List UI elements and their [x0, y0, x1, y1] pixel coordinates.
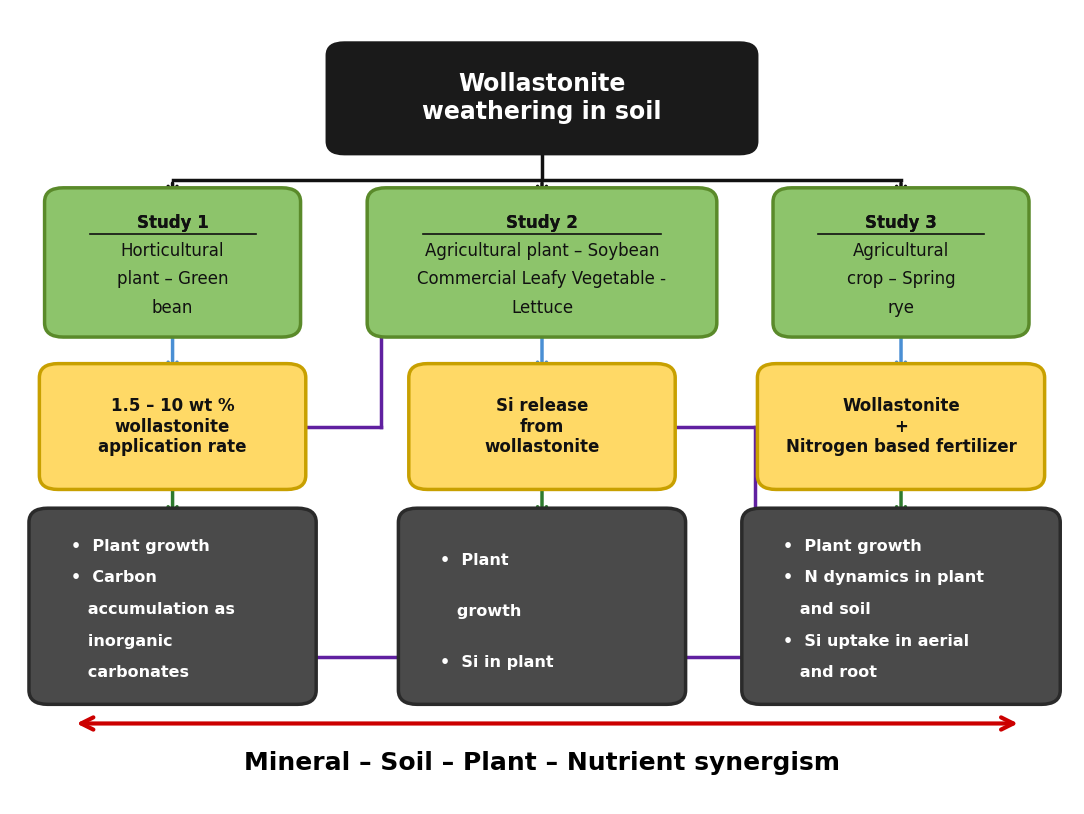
Text: Study 2: Study 2 — [506, 214, 578, 232]
FancyBboxPatch shape — [399, 508, 685, 704]
FancyBboxPatch shape — [367, 188, 717, 337]
Text: Wollastonite
+
Nitrogen based fertilizer: Wollastonite + Nitrogen based fertilizer — [786, 396, 1017, 457]
Text: Agricultural: Agricultural — [853, 243, 950, 260]
Text: •  Si in plant: • Si in plant — [440, 654, 554, 670]
Text: carbonates: carbonates — [70, 665, 189, 681]
Text: inorganic: inorganic — [70, 633, 172, 649]
Text: Si release
from
wollastonite: Si release from wollastonite — [485, 396, 599, 457]
Text: bean: bean — [152, 299, 193, 317]
FancyBboxPatch shape — [758, 364, 1045, 489]
Text: 1.5 – 10 wt %
wollastonite
application rate: 1.5 – 10 wt % wollastonite application r… — [99, 396, 247, 457]
Text: plant – Green: plant – Green — [117, 270, 229, 288]
Text: •  Plant growth: • Plant growth — [784, 539, 922, 554]
FancyBboxPatch shape — [773, 188, 1029, 337]
Text: Study 1: Study 1 — [137, 214, 208, 232]
Text: •  Si uptake in aerial: • Si uptake in aerial — [784, 633, 969, 649]
Text: Study 3: Study 3 — [865, 214, 937, 232]
Text: Horticultural: Horticultural — [120, 243, 224, 260]
Text: Study 2: Study 2 — [506, 214, 578, 232]
FancyBboxPatch shape — [44, 188, 300, 337]
Text: •  Carbon: • Carbon — [70, 571, 156, 585]
Text: and soil: and soil — [784, 602, 872, 617]
Text: •  Plant: • Plant — [440, 553, 508, 568]
Text: Study 3: Study 3 — [865, 214, 937, 232]
Text: Commercial Leafy Vegetable -: Commercial Leafy Vegetable - — [417, 270, 667, 288]
Text: Lettuce: Lettuce — [511, 299, 573, 317]
FancyBboxPatch shape — [29, 508, 317, 704]
FancyBboxPatch shape — [741, 508, 1060, 704]
Text: Study 1: Study 1 — [137, 214, 208, 232]
Text: Wollastonite
weathering in soil: Wollastonite weathering in soil — [423, 72, 661, 125]
FancyBboxPatch shape — [325, 42, 759, 155]
Text: Mineral – Soil – Plant – Nutrient synergism: Mineral – Soil – Plant – Nutrient synerg… — [244, 751, 840, 775]
Text: crop – Spring: crop – Spring — [847, 270, 955, 288]
Text: growth: growth — [440, 604, 521, 619]
Text: accumulation as: accumulation as — [70, 602, 234, 617]
Text: rye: rye — [888, 299, 915, 317]
Text: •  Plant growth: • Plant growth — [70, 539, 209, 554]
FancyBboxPatch shape — [409, 364, 675, 489]
Text: •  N dynamics in plant: • N dynamics in plant — [784, 571, 984, 585]
Text: and root: and root — [784, 665, 877, 681]
Text: Agricultural plant – Soybean: Agricultural plant – Soybean — [425, 243, 659, 260]
FancyBboxPatch shape — [39, 364, 306, 489]
